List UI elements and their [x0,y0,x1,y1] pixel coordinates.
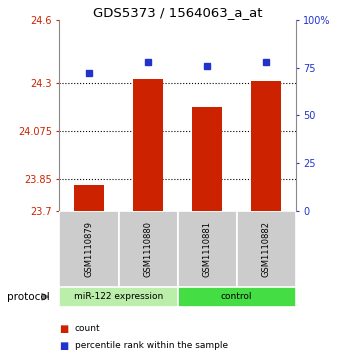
Bar [119,211,177,287]
Bar [252,81,281,211]
Bar [192,107,222,211]
Bar [177,287,296,307]
Bar [74,185,104,211]
Bar [59,287,177,307]
Bar [177,211,237,287]
Text: miR-122 expression: miR-122 expression [74,292,163,301]
Bar [133,79,163,211]
Text: count: count [75,324,100,333]
Text: protocol: protocol [6,292,49,302]
Text: GSM1110881: GSM1110881 [203,221,212,277]
Title: GDS5373 / 1564063_a_at: GDS5373 / 1564063_a_at [93,6,262,19]
Text: GSM1110882: GSM1110882 [262,221,271,277]
Bar [59,211,119,287]
Text: GSM1110879: GSM1110879 [85,221,94,277]
Text: GSM1110880: GSM1110880 [143,221,153,277]
Bar [237,211,296,287]
Text: control: control [221,292,253,301]
Text: ■: ■ [59,340,69,351]
Text: ■: ■ [59,323,69,334]
Text: percentile rank within the sample: percentile rank within the sample [75,341,228,350]
